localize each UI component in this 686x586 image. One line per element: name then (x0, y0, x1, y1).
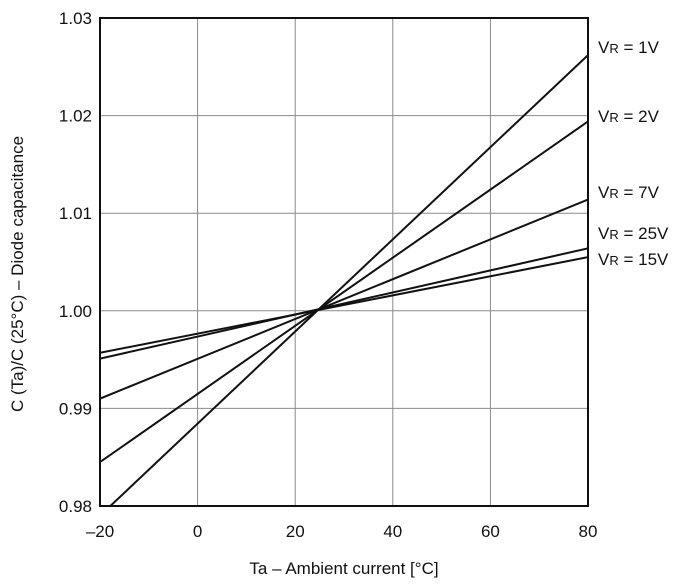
series-line (100, 256, 588, 354)
x-tick-label: 0 (193, 522, 202, 541)
x-axis-label: Ta – Ambient current [°C] (249, 559, 438, 578)
y-tick-label: 0.98 (59, 497, 92, 516)
series-label: VR = 15V (598, 250, 669, 269)
y-axis-label: C (Ta)/C (25°C) – Diode capacitance (8, 136, 27, 412)
x-tick-label: 20 (286, 522, 305, 541)
series-line (100, 120, 588, 463)
series-label: VR = 7V (598, 183, 660, 202)
y-tick-label: 0.99 (59, 399, 92, 418)
series-label: VR = 2V (598, 107, 660, 126)
y-tick-label: 1.00 (59, 302, 92, 321)
y-tick-labels: 0.98 0.99 1.00 1.01 1.02 1.03 (59, 9, 92, 516)
grid (100, 18, 588, 506)
series-line (100, 198, 588, 400)
series-line (100, 247, 588, 360)
x-tick-labels: –20 0 20 40 60 80 (86, 522, 598, 541)
plot-frame (99, 17, 589, 507)
series-label: VR = 25V (598, 224, 669, 243)
series-lines (100, 54, 588, 506)
series-label: VR = 1V (598, 38, 660, 57)
series-line (108, 54, 588, 506)
series-labels: VR = 1V VR = 2V VR = 7V VR = 25V VR = 15V (598, 38, 669, 269)
y-tick-label: 1.03 (59, 9, 92, 28)
x-tick-label: –20 (86, 522, 114, 541)
x-tick-label: 80 (579, 522, 598, 541)
y-tick-label: 1.01 (59, 204, 92, 223)
x-tick-label: 40 (383, 522, 402, 541)
y-tick-label: 1.02 (59, 107, 92, 126)
x-tick-label: 60 (481, 522, 500, 541)
